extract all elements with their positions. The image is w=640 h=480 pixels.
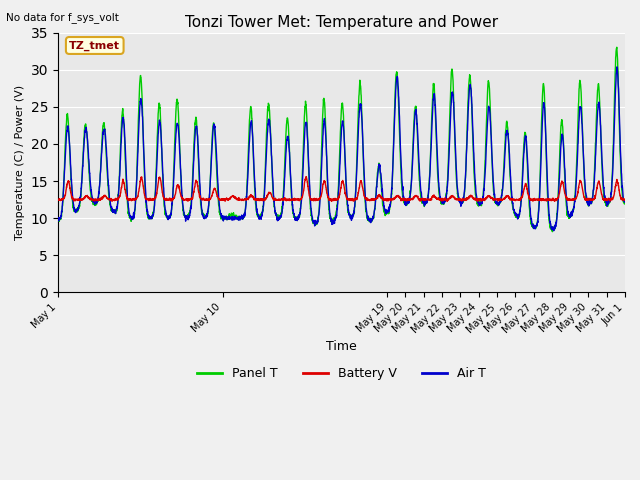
Text: TZ_tmet: TZ_tmet (69, 40, 120, 50)
X-axis label: Time: Time (326, 340, 357, 353)
Y-axis label: Temperature (C) / Power (V): Temperature (C) / Power (V) (15, 85, 25, 240)
Legend: Panel T, Battery V, Air T: Panel T, Battery V, Air T (192, 362, 491, 385)
Text: No data for f_sys_volt: No data for f_sys_volt (6, 12, 119, 23)
Title: Tonzi Tower Met: Temperature and Power: Tonzi Tower Met: Temperature and Power (185, 15, 498, 30)
